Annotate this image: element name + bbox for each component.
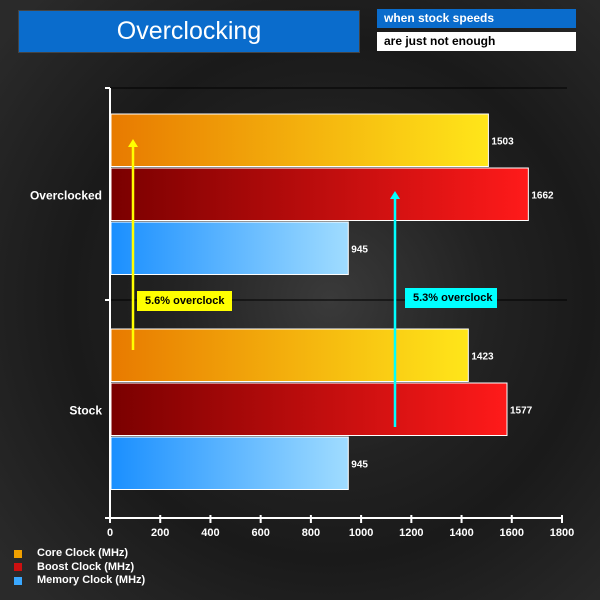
x-tick-label: 1600 — [500, 527, 524, 539]
x-tick-label: 200 — [151, 527, 169, 539]
category-label: Overclocked — [30, 189, 102, 203]
x-tick-label: 1400 — [449, 527, 473, 539]
x-tick-label: 1000 — [349, 527, 373, 539]
bar-1-0 — [110, 167, 529, 221]
legend: Core Clock (MHz) Boost Clock (MHz) Memor… — [14, 547, 145, 588]
boost-arrow-arrowhead-icon — [390, 191, 400, 199]
x-tick-label: 400 — [201, 527, 219, 539]
data-label: 1577 — [510, 405, 533, 416]
legend-label: Memory Clock (MHz) — [37, 574, 146, 586]
bar-2-0 — [110, 221, 349, 275]
data-label: 1503 — [491, 136, 514, 147]
data-label: 1423 — [471, 351, 494, 362]
legend-label: Boost Clock (MHz) — [37, 560, 135, 573]
legend-swatch-boost — [14, 563, 22, 571]
legend-swatch-memory — [14, 576, 22, 585]
x-tick-label: 600 — [251, 527, 269, 539]
annotation-core-overclock: 5.6% overclock — [137, 291, 232, 311]
page-title: Overclocking — [18, 10, 360, 53]
legend-item: Boost Clock (MHz) — [14, 561, 145, 574]
legend-item: Memory Clock (MHz) — [14, 574, 145, 587]
category-label: Stock — [69, 404, 102, 418]
x-tick-label: 1800 — [550, 527, 574, 539]
annotation-boost-overclock: 5.3% overclock — [405, 288, 497, 308]
core-arrow-arrowhead-icon — [128, 139, 138, 147]
legend-item: Core Clock (MHz) — [14, 547, 145, 560]
x-tick-label: 0 — [107, 527, 113, 539]
bar-2-1 — [110, 436, 349, 490]
x-tick-label: 1200 — [399, 527, 423, 539]
data-label: 945 — [351, 244, 368, 255]
bar-1-1 — [110, 382, 508, 436]
x-tick-label: 800 — [302, 527, 320, 539]
subtitle-1: when stock speeds — [377, 9, 576, 28]
data-label: 945 — [351, 459, 368, 470]
subtitle-2: are just not enough — [377, 32, 576, 51]
bar-0-1 — [110, 328, 469, 382]
legend-label: Core Clock (MHz) — [37, 547, 129, 559]
data-label: 1662 — [531, 190, 554, 201]
bar-0-0 — [110, 113, 489, 167]
legend-swatch-core — [14, 549, 22, 558]
